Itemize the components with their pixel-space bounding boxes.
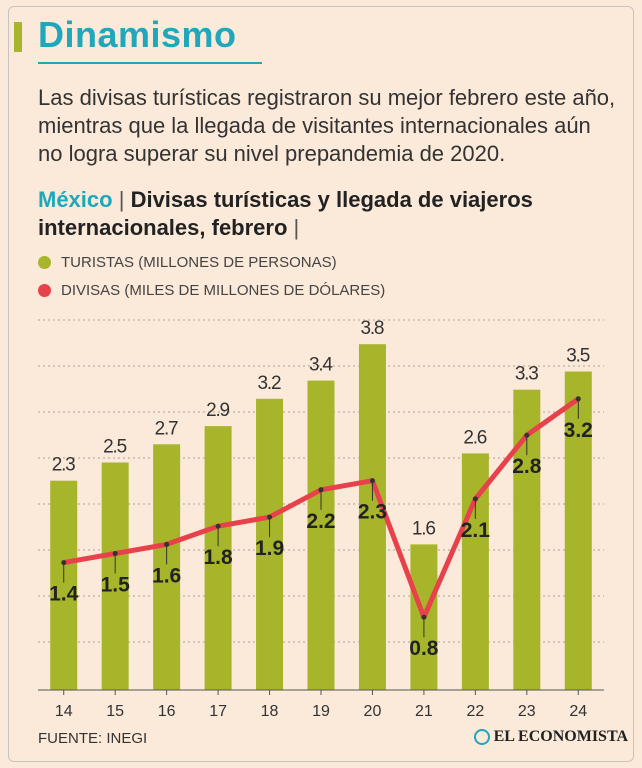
bar-tourists xyxy=(256,398,284,690)
chart-title: Divisas turísticas y llegada de viajeros… xyxy=(38,187,533,240)
bar-label-tourists: 2.7 xyxy=(155,418,179,439)
section-title: Dinamismo xyxy=(38,14,237,55)
line-label-currency: 3.2 xyxy=(564,419,593,442)
x-axis-tick-label: 22 xyxy=(466,703,484,720)
bar-tourists xyxy=(358,344,386,690)
bar-tourists xyxy=(50,480,78,690)
x-axis-tick-label: 20 xyxy=(364,703,382,720)
bar-tourists xyxy=(461,453,489,690)
bar-label-tourists: 3.8 xyxy=(360,318,384,339)
line-label-currency: 2.2 xyxy=(306,510,335,533)
title-underline xyxy=(38,62,262,64)
x-axis-tick-label: 19 xyxy=(312,703,330,720)
line-point-currency xyxy=(318,487,324,493)
x-axis-tick-label: 16 xyxy=(158,703,176,720)
line-point-currency xyxy=(472,496,478,502)
line-label-currency: 2.8 xyxy=(512,455,542,478)
bar-tourists xyxy=(564,371,592,690)
bar-label-tourists: 3.2 xyxy=(258,373,282,394)
x-axis-tick-label: 24 xyxy=(569,703,587,720)
intro-text: Las divisas turísticas registraron su me… xyxy=(38,85,616,166)
legend-label-currency: DIVISAS (MILES DE MILLONES DE DÓLARES) xyxy=(61,282,386,299)
chart-heading-trailing: | xyxy=(293,215,300,240)
line-label-currency: 2.3 xyxy=(358,501,387,524)
line-point-currency xyxy=(267,514,273,520)
line-label-currency: 1.8 xyxy=(203,546,233,569)
source-note: FUENTE: INEGI xyxy=(38,730,148,747)
line-label-currency: 1.4 xyxy=(49,583,79,606)
line-point-currency xyxy=(164,541,170,547)
line-point-currency xyxy=(369,478,375,484)
line-label-currency: 1.9 xyxy=(255,537,284,560)
legend-swatch-currency xyxy=(38,284,51,297)
brand-logo: EL ECONOMISTA xyxy=(473,728,628,746)
line-point-currency xyxy=(215,523,221,529)
bar-label-tourists: 2.6 xyxy=(463,427,487,448)
line-point-currency xyxy=(575,396,581,402)
brand-mark-icon xyxy=(473,729,490,745)
bar-label-tourists: 2.9 xyxy=(206,400,230,421)
bar-label-tourists: 3.3 xyxy=(515,364,539,385)
x-axis-tick-label: 23 xyxy=(518,703,536,720)
x-axis-tick-label: 21 xyxy=(415,703,433,720)
chart-heading-country: México xyxy=(38,187,113,212)
x-axis-tick-label: 15 xyxy=(106,703,124,720)
line-label-currency: 0.8 xyxy=(409,637,439,660)
title-accent-bar xyxy=(14,22,22,52)
legend-label-tourists: TURISTAS (MILLONES DE PERSONAS) xyxy=(61,254,337,271)
legend-item-currency: DIVISAS (MILES DE MILLONES DE DÓLARES) xyxy=(38,282,385,299)
bar-tourists xyxy=(101,462,129,690)
line-label-currency: 1.5 xyxy=(101,574,131,597)
bar-label-tourists: 1.6 xyxy=(412,518,436,539)
line-point-currency xyxy=(61,560,67,566)
bar-label-tourists: 2.5 xyxy=(103,437,127,458)
x-axis-tick-label: 14 xyxy=(55,703,73,720)
chart-heading: México | Divisas turísticas y llegada de… xyxy=(38,186,618,242)
line-point-currency xyxy=(421,614,427,620)
legend-swatch-tourists xyxy=(38,256,51,269)
legend-item-tourists: TURISTAS (MILLONES DE PERSONAS) xyxy=(38,254,337,271)
bar-label-tourists: 3.4 xyxy=(309,355,333,376)
line-point-currency xyxy=(112,551,118,556)
brand-name: EL ECONOMISTA xyxy=(493,728,628,745)
bar-tourists xyxy=(204,426,232,690)
chart-heading-separator: | xyxy=(118,187,125,212)
bar-label-tourists: 2.3 xyxy=(52,455,76,476)
x-axis-tick-label: 18 xyxy=(261,703,279,720)
bar-tourists xyxy=(307,380,335,690)
bar-tourists xyxy=(153,444,181,690)
line-point-currency xyxy=(524,432,530,438)
line-label-currency: 2.1 xyxy=(461,519,491,542)
x-axis-tick-label: 17 xyxy=(209,703,227,720)
bar-label-tourists: 3.5 xyxy=(566,346,590,367)
line-label-currency: 1.6 xyxy=(152,564,181,587)
